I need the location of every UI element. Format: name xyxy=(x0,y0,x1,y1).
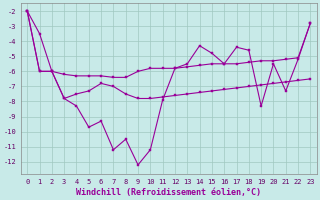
X-axis label: Windchill (Refroidissement éolien,°C): Windchill (Refroidissement éolien,°C) xyxy=(76,188,261,197)
